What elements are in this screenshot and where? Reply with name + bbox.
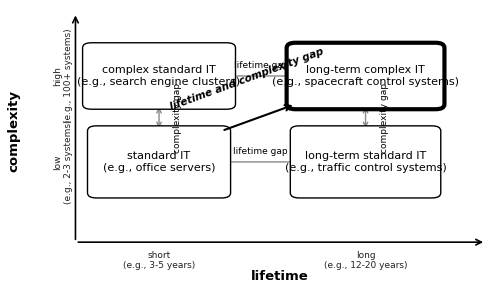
FancyBboxPatch shape [82, 43, 235, 109]
Text: high
(e.g., 100+ systems): high (e.g., 100+ systems) [54, 29, 73, 123]
Text: long
(e.g., 12-20 years): long (e.g., 12-20 years) [324, 251, 407, 270]
Text: complexity: complexity [8, 90, 20, 172]
Text: long-term complex IT
(e.g., spacecraft control systems): long-term complex IT (e.g., spacecraft c… [272, 65, 459, 87]
Text: lifetime gap: lifetime gap [234, 61, 288, 70]
Text: short
(e.g., 3-5 years): short (e.g., 3-5 years) [123, 251, 195, 270]
Text: low
(e.g., 2-3 systems): low (e.g., 2-3 systems) [54, 120, 73, 204]
Text: standard IT
(e.g., office servers): standard IT (e.g., office servers) [103, 151, 216, 173]
Text: complex standard IT
(e.g., search engine clusters): complex standard IT (e.g., search engine… [78, 65, 240, 87]
FancyBboxPatch shape [286, 43, 444, 109]
Text: lifetime and complexity gap: lifetime and complexity gap [168, 46, 324, 112]
FancyBboxPatch shape [290, 126, 441, 198]
FancyBboxPatch shape [88, 126, 231, 198]
Text: lifetime: lifetime [250, 270, 308, 283]
Text: complexity gap: complexity gap [380, 83, 388, 153]
Text: lifetime gap: lifetime gap [233, 147, 288, 156]
Text: long-term standard IT
(e.g., traffic control systems): long-term standard IT (e.g., traffic con… [284, 151, 446, 173]
Text: complexity gap: complexity gap [173, 83, 182, 153]
